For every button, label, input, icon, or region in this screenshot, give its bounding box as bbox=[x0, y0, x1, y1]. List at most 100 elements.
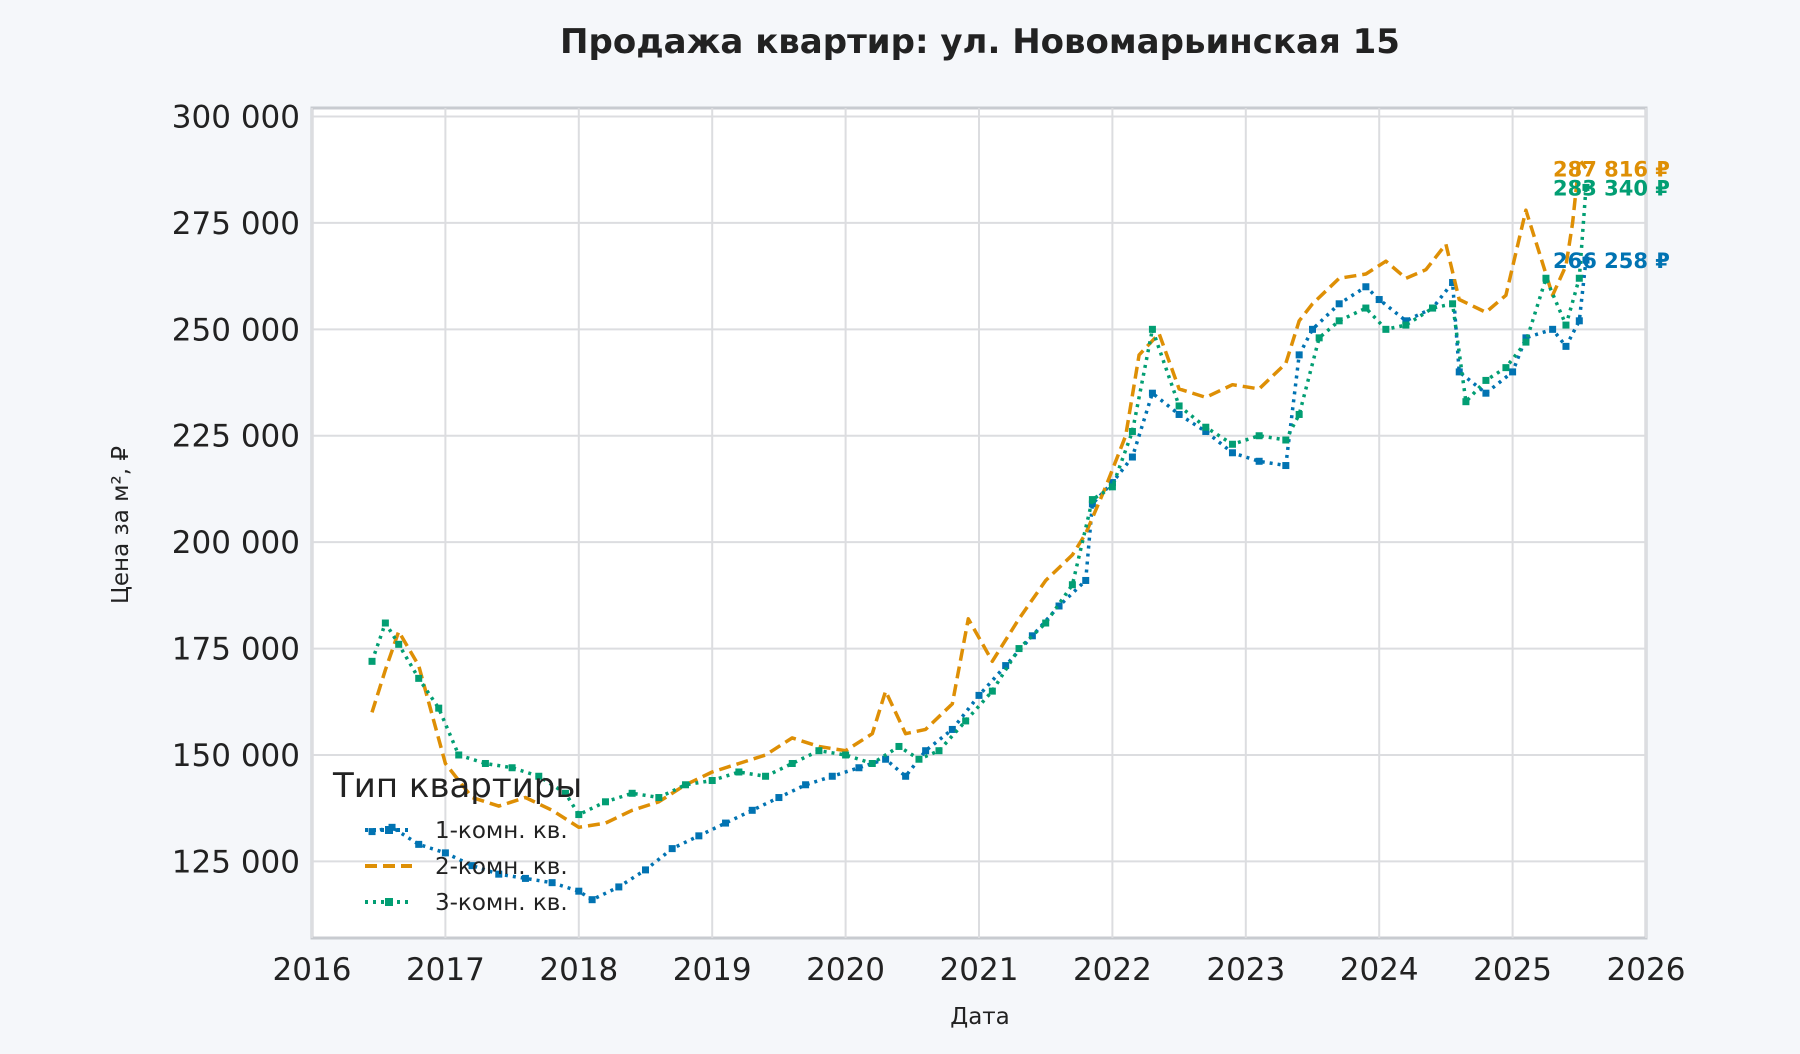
data-point bbox=[481, 759, 489, 767]
data-point bbox=[548, 879, 556, 887]
data-point bbox=[895, 742, 903, 750]
legend-item: 3-комн. кв. bbox=[365, 890, 568, 916]
data-point bbox=[1202, 427, 1210, 435]
data-point bbox=[495, 870, 503, 878]
data-point bbox=[1082, 576, 1090, 584]
data-point bbox=[1228, 440, 1236, 448]
data-point bbox=[988, 687, 996, 695]
data-point bbox=[601, 798, 609, 806]
x-tick-label: 2021 bbox=[940, 952, 1019, 988]
data-point bbox=[882, 755, 890, 763]
legend-item: 2-комн. кв. bbox=[365, 854, 568, 880]
data-point bbox=[1068, 581, 1076, 589]
data-point bbox=[915, 755, 923, 763]
data-point bbox=[1228, 449, 1236, 457]
data-point bbox=[1522, 334, 1530, 342]
data-point bbox=[561, 789, 569, 797]
data-point bbox=[368, 657, 376, 665]
data-point bbox=[628, 789, 636, 797]
x-tick-label: 2024 bbox=[1340, 952, 1419, 988]
data-point bbox=[815, 747, 823, 755]
data-point bbox=[842, 751, 850, 759]
annotation-layer: 283 340 ₽ 266 258 ₽ 287 816 ₽ bbox=[1553, 157, 1670, 273]
y-tick-label: 125 000 bbox=[172, 844, 300, 880]
y-tick-label: 150 000 bbox=[172, 738, 300, 774]
x-tick-label: 2017 bbox=[406, 952, 485, 988]
data-point bbox=[1148, 325, 1156, 333]
data-point bbox=[1575, 274, 1583, 282]
y-tick-label: 200 000 bbox=[172, 525, 300, 561]
x-tick-label: 2019 bbox=[673, 952, 752, 988]
legend-label: 3-комн. кв. bbox=[435, 890, 568, 916]
data-point bbox=[855, 764, 863, 772]
axes: 2016 2017 2018 2019 2020 2021 2022 2023 2024 2025… bbox=[172, 100, 1686, 988]
x-tick-label: 2018 bbox=[539, 952, 618, 988]
data-point bbox=[775, 794, 783, 802]
x-tick-label: 2025 bbox=[1473, 952, 1552, 988]
value-annotation: 266 258 ₽ bbox=[1553, 249, 1670, 273]
data-point bbox=[575, 887, 583, 895]
data-point bbox=[1502, 364, 1510, 372]
data-point bbox=[1309, 325, 1316, 333]
data-point bbox=[521, 874, 529, 882]
data-point bbox=[1015, 645, 1023, 653]
data-point bbox=[1449, 300, 1457, 308]
x-tick-label: 2023 bbox=[1206, 952, 1285, 988]
x-tick-label: 2026 bbox=[1607, 952, 1686, 988]
data-point bbox=[1575, 317, 1583, 325]
data-point bbox=[1562, 342, 1570, 350]
legend-label: 1-комн. кв. bbox=[435, 818, 568, 844]
data-point bbox=[381, 619, 389, 627]
data-point bbox=[508, 764, 516, 772]
y-tick-label: 250 000 bbox=[172, 312, 300, 348]
x-tick-label: 2020 bbox=[806, 952, 885, 988]
data-point bbox=[1335, 300, 1343, 308]
data-point bbox=[868, 759, 876, 767]
data-point bbox=[695, 832, 703, 840]
data-point bbox=[1362, 304, 1370, 312]
data-point bbox=[828, 772, 836, 780]
data-point bbox=[535, 772, 543, 780]
data-point bbox=[455, 751, 463, 759]
series-2 bbox=[370, 157, 1588, 830]
data-point bbox=[1375, 296, 1383, 304]
data-point bbox=[615, 883, 623, 891]
data-point bbox=[708, 777, 716, 785]
data-point bbox=[1255, 457, 1263, 465]
data-point bbox=[1042, 619, 1050, 627]
data-point bbox=[1482, 376, 1490, 384]
data-point bbox=[1148, 389, 1156, 397]
data-point bbox=[1402, 317, 1410, 325]
data-point bbox=[788, 759, 796, 767]
chart-title: Продажа квартир: ул. Новомарьинская 15 bbox=[560, 22, 1400, 62]
data-point bbox=[1522, 338, 1530, 346]
data-point bbox=[1055, 602, 1063, 610]
data-point bbox=[1562, 321, 1570, 329]
data-point bbox=[1282, 436, 1290, 444]
legend-title: Тип квартиры bbox=[332, 766, 582, 806]
data-point bbox=[1402, 321, 1410, 329]
data-point bbox=[975, 691, 983, 699]
data-point bbox=[1455, 368, 1463, 376]
data-point bbox=[1175, 402, 1183, 410]
gridlines bbox=[311, 108, 1647, 938]
legend-item: 1-комн. кв. bbox=[365, 818, 568, 844]
data-point bbox=[1108, 483, 1116, 491]
data-point bbox=[1002, 662, 1010, 670]
data-point bbox=[368, 828, 376, 836]
data-point bbox=[1028, 632, 1036, 640]
data-point bbox=[1315, 334, 1323, 342]
data-point bbox=[722, 819, 730, 827]
data-point bbox=[935, 747, 943, 755]
data-point bbox=[655, 794, 663, 802]
data-point bbox=[762, 772, 770, 780]
data-point bbox=[1088, 496, 1096, 504]
data-point bbox=[668, 845, 676, 853]
value-annotation: 287 816 ₽ bbox=[1553, 157, 1670, 181]
data-point bbox=[395, 640, 403, 648]
data-point bbox=[1128, 427, 1136, 435]
data-point bbox=[948, 725, 956, 733]
data-point bbox=[642, 866, 649, 874]
data-point bbox=[1335, 317, 1343, 325]
